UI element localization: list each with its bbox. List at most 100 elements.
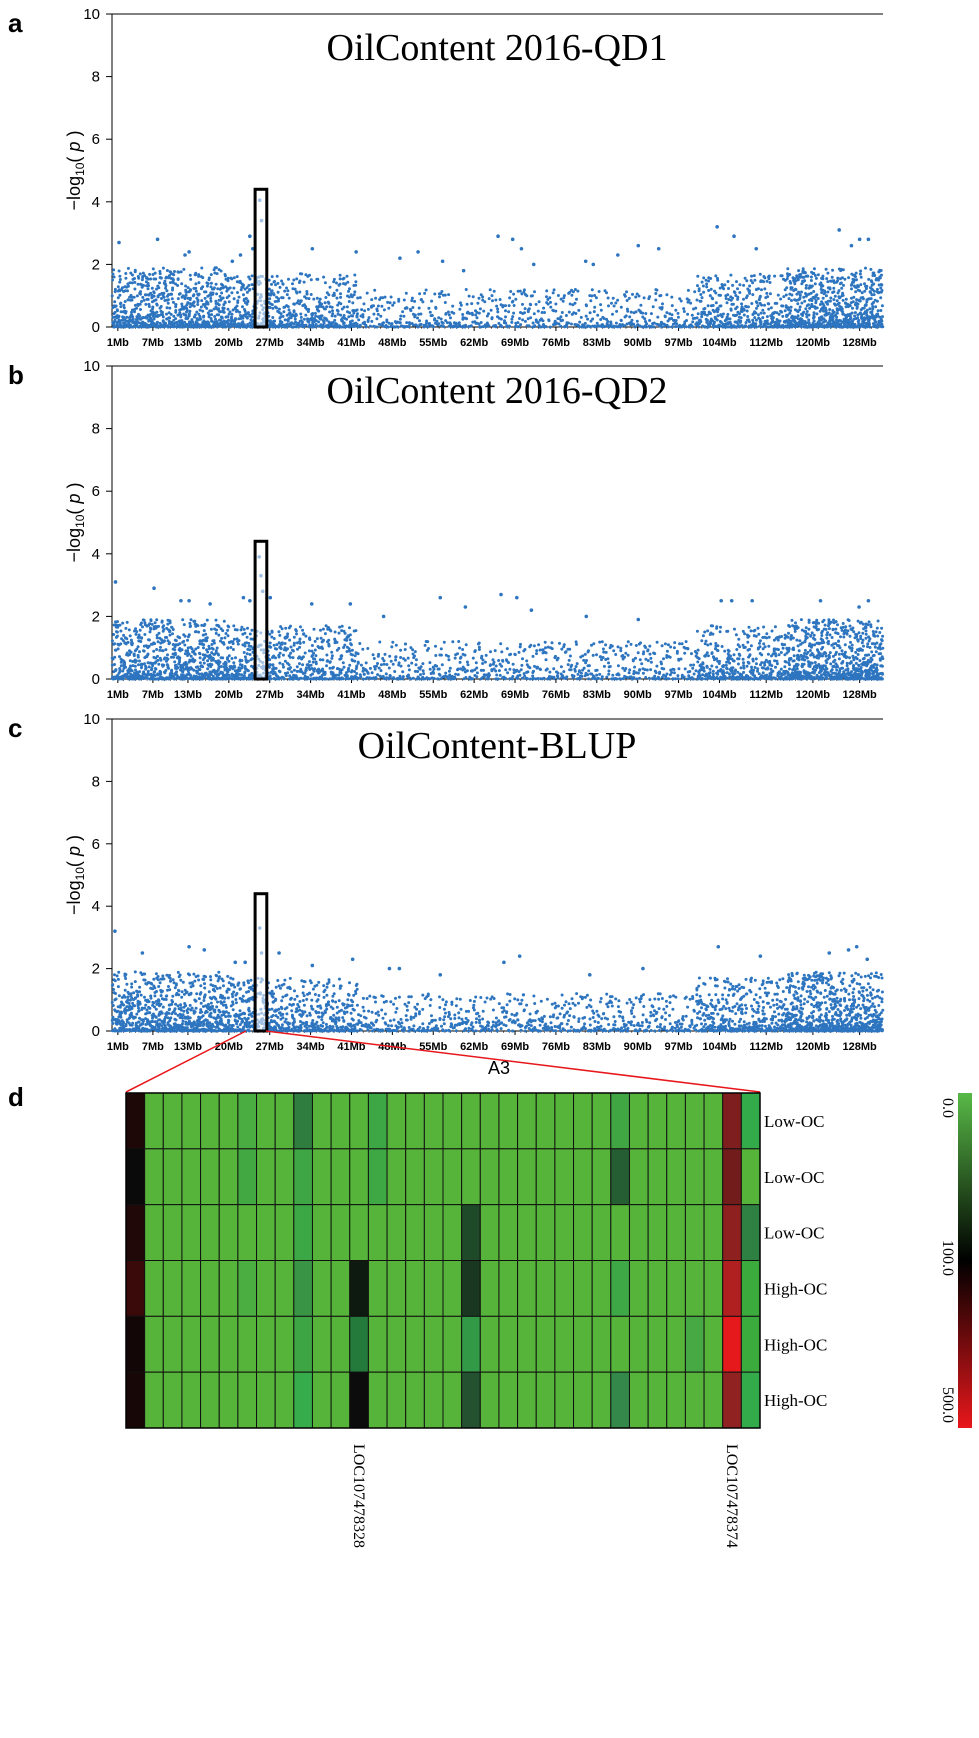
snp-point <box>173 660 177 664</box>
snp-point <box>166 301 170 305</box>
snp-point <box>245 312 249 316</box>
snp-point <box>632 322 636 326</box>
x-tick-label: 13Mb <box>174 689 202 701</box>
snp-point <box>327 301 331 305</box>
y-tick-label: 2 <box>92 256 100 273</box>
snp-point <box>178 642 182 646</box>
snp-point <box>731 296 734 300</box>
snp-point <box>157 631 161 635</box>
snp-point <box>769 306 773 310</box>
snp-point <box>549 300 552 304</box>
snp-point <box>121 677 125 681</box>
snp-point <box>813 282 817 286</box>
chart-title: OilContent 2016-QD1 <box>327 27 668 69</box>
snp-point <box>131 277 135 281</box>
snp-point <box>158 269 162 273</box>
snp-point <box>112 315 116 319</box>
snp-point <box>351 301 355 305</box>
snp-point <box>129 293 133 297</box>
snp-point <box>243 655 247 659</box>
snp-point <box>193 619 197 623</box>
snp-point <box>311 660 315 664</box>
snp-point <box>150 622 154 626</box>
snp-point <box>331 309 334 313</box>
snp-point <box>857 285 860 288</box>
snp-point <box>218 294 222 298</box>
snp-point <box>152 649 156 653</box>
snp-point <box>214 266 218 270</box>
snp-point <box>707 279 711 283</box>
x-tick-label: 112Mb <box>749 689 783 701</box>
snp-point <box>280 279 284 283</box>
snp-point <box>752 274 756 278</box>
snp-point <box>714 291 718 295</box>
snp-point <box>291 282 294 286</box>
snp-point <box>631 292 634 296</box>
snp-point <box>531 321 535 325</box>
snp-point <box>521 318 525 322</box>
snp-point <box>840 276 844 280</box>
snp-point <box>881 315 884 319</box>
snp-point <box>788 280 792 283</box>
snp-point <box>188 273 192 277</box>
snp-point <box>490 294 494 298</box>
snp-point <box>165 289 169 293</box>
snp-point <box>280 320 284 324</box>
snp-point <box>167 322 171 325</box>
snp-point <box>733 291 737 295</box>
snp-point <box>404 291 408 295</box>
snp-point <box>397 299 401 303</box>
snp-point <box>146 277 150 281</box>
snp-point <box>738 321 742 324</box>
snp-point <box>612 304 616 308</box>
snp-point <box>381 321 385 325</box>
snp-point <box>742 308 746 312</box>
snp-point <box>174 282 178 286</box>
snp-point <box>654 288 658 292</box>
snp-point <box>141 295 145 299</box>
snp-point <box>292 641 296 645</box>
snp-point <box>736 287 739 291</box>
snp-point <box>758 294 762 298</box>
peak-point <box>732 234 736 239</box>
snp-point <box>823 289 827 293</box>
snp-point <box>389 295 393 299</box>
snp-point <box>245 302 249 306</box>
snp-point <box>125 315 129 319</box>
snp-point <box>753 278 757 282</box>
snp-point <box>798 293 802 297</box>
snp-point <box>504 304 507 308</box>
snp-point <box>112 633 116 636</box>
snp-point <box>864 266 867 270</box>
snp-point <box>214 282 218 286</box>
snp-point <box>837 308 840 312</box>
snp-point <box>370 298 374 302</box>
snp-point <box>173 648 177 652</box>
snp-point <box>277 297 281 301</box>
snp-point <box>405 321 409 325</box>
snp-point <box>715 318 719 322</box>
snp-point <box>189 277 193 281</box>
snp-point <box>116 296 120 300</box>
snp-point <box>278 651 282 655</box>
snp-point <box>376 312 380 316</box>
snp-point <box>316 324 320 328</box>
snp-point <box>212 639 216 643</box>
snp-point <box>828 308 832 311</box>
snp-point <box>835 311 839 315</box>
snp-point <box>118 623 122 627</box>
snp-point <box>131 660 135 663</box>
snp-point <box>230 315 233 319</box>
snp-point <box>824 294 828 298</box>
snp-point <box>758 272 762 276</box>
snp-point <box>499 324 503 328</box>
snp-point <box>146 652 150 656</box>
snp-point <box>113 290 117 294</box>
snp-point <box>275 306 279 310</box>
snp-point <box>139 308 142 311</box>
snp-point <box>295 291 299 295</box>
snp-point <box>137 321 141 325</box>
snp-point <box>366 307 370 311</box>
snp-point <box>827 311 831 315</box>
snp-point <box>725 301 729 305</box>
